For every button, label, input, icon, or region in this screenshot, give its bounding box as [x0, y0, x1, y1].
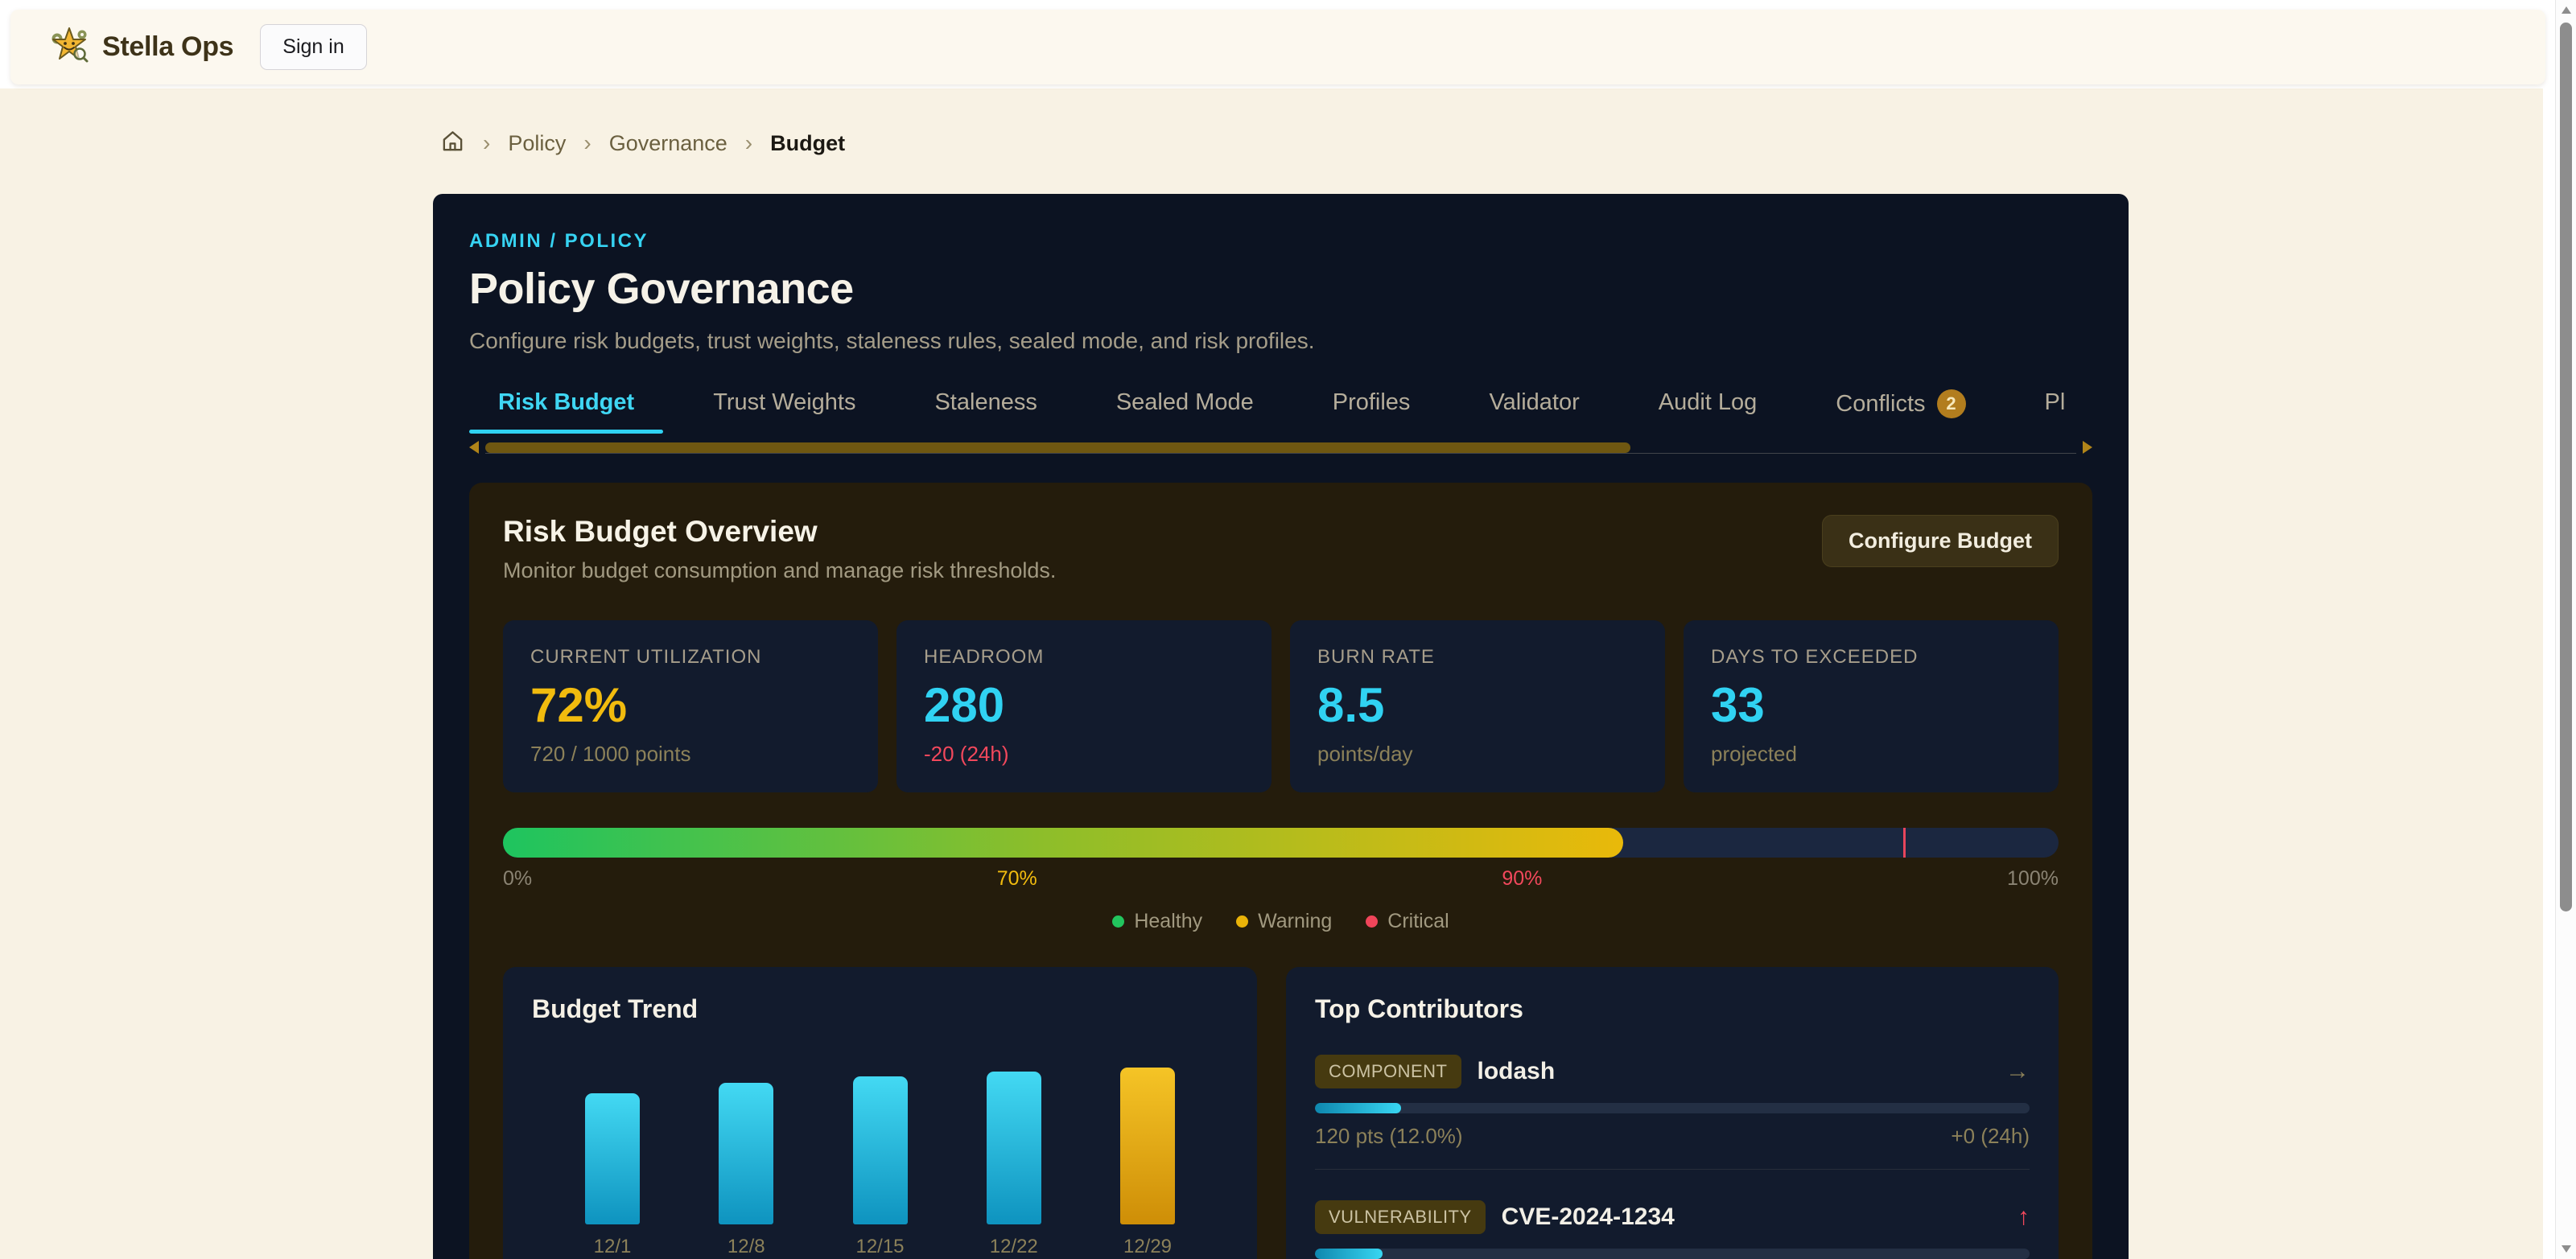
threshold-labels: 0% 70% 90% 100%	[503, 867, 2059, 891]
top-header: Stella Ops Sign in	[10, 10, 2545, 84]
breadcrumb: › Policy › Governance › Budget	[440, 129, 845, 158]
trend-bar-group	[824, 1068, 937, 1224]
critical-threshold-marker	[1902, 828, 1906, 858]
trend-bar	[852, 1076, 908, 1224]
tab-staleness[interactable]: Staleness	[934, 389, 1037, 415]
brand-name: Stella Ops	[102, 31, 234, 62]
trend-bar-group	[556, 1068, 669, 1224]
trend-bar-label: 12/8	[727, 1236, 765, 1257]
breadcrumb-current-budget: Budget	[770, 130, 846, 155]
breadcrumb-separator: ›	[744, 130, 753, 155]
page-title: Policy Governance	[469, 265, 854, 313]
home-icon[interactable]	[440, 129, 465, 158]
contribution-change: +0 (24h)	[1951, 1124, 2030, 1148]
type-badge: COMPONENT	[1315, 1055, 1461, 1088]
breadcrumb-separator: ›	[583, 130, 591, 155]
admin-policy-eyebrow: ADMIN / POLICY	[469, 230, 649, 252]
critical-dot-icon	[1366, 915, 1379, 928]
contribution-bar	[1315, 1103, 2030, 1113]
tab-clipped[interactable]: Pl	[2044, 389, 2066, 415]
legend-critical: Critical	[1366, 910, 1449, 933]
tab-audit-log[interactable]: Audit Log	[1658, 389, 1758, 415]
utilization-fill	[503, 828, 1623, 858]
stat-current-utilization: CURRENT UTILIZATION 72% 720 / 1000 point…	[503, 620, 878, 792]
budget-trend-card: Budget Trend 12/1 12/8 12/15 12/22 12/29	[503, 967, 1257, 1259]
tab-strip-scrollbar	[469, 441, 2092, 454]
budget-trend-title: Budget Trend	[532, 994, 699, 1023]
threshold-0: 0%	[503, 867, 533, 890]
contribution-points: 120 pts (12.0%)	[1315, 1124, 1463, 1148]
trend-bar-label: 12/1	[593, 1236, 632, 1257]
budget-trend-x-labels: 12/1 12/8 12/15 12/22 12/29	[532, 1236, 1228, 1258]
status-legend: Healthy Warning Critical	[503, 910, 2059, 933]
trend-up-icon: ↑	[2018, 1203, 2030, 1230]
healthy-dot-icon	[1112, 915, 1125, 928]
brand[interactable]: Stella Ops	[48, 24, 234, 70]
trend-bar-group	[690, 1068, 802, 1224]
scroll-up-arrow-icon[interactable]	[2562, 6, 2571, 14]
sign-in-button[interactable]: Sign in	[260, 24, 367, 70]
trend-bar	[585, 1093, 640, 1224]
stat-days-to-exceeded: DAYS TO EXCEEDED 33 projected	[1684, 620, 2059, 792]
vertical-scrollbar[interactable]	[2555, 0, 2576, 1259]
type-badge: VULNERABILITY	[1315, 1200, 1486, 1234]
policy-governance-panel: ADMIN / POLICY Policy Governance Configu…	[433, 194, 2129, 1259]
trend-bar	[719, 1083, 774, 1224]
trend-bar-group	[958, 1068, 1070, 1224]
trend-flat-icon: →	[2005, 1058, 2030, 1084]
configure-budget-button[interactable]: Configure Budget	[1822, 515, 2059, 567]
contributor-name: lodash	[1477, 1058, 1556, 1084]
trend-bar-label: 12/22	[989, 1236, 1038, 1257]
breadcrumb-link-policy[interactable]: Policy	[508, 130, 567, 155]
page-subtitle: Configure risk budgets, trust weights, s…	[469, 328, 1315, 353]
budget-utilization-bar	[503, 828, 2059, 858]
legend-healthy: Healthy	[1112, 910, 1202, 933]
breadcrumb-link-governance[interactable]: Governance	[608, 130, 727, 155]
stat-card-row: CURRENT UTILIZATION 72% 720 / 1000 point…	[503, 620, 2059, 792]
divider	[1315, 1169, 2030, 1170]
tab-scroll-left-arrow-icon[interactable]	[469, 441, 479, 454]
tab-scroll-right-arrow-icon[interactable]	[2083, 441, 2092, 454]
contributor-row-lodash[interactable]: COMPONENT lodash → 120 pts (12.0%) +0 (2…	[1315, 1055, 2030, 1170]
contribution-bar	[1315, 1249, 2030, 1259]
stella-ops-logo-icon	[48, 24, 90, 70]
tab-conflicts[interactable]: Conflicts 2	[1807, 389, 1994, 436]
trend-bar	[1120, 1068, 1175, 1224]
contributor-row-cve[interactable]: VULNERABILITY CVE-2024-1234 ↑ 95 pts (9.…	[1315, 1200, 2030, 1259]
threshold-100: 100%	[2007, 867, 2059, 890]
stat-burn-rate: BURN RATE 8.5 points/day	[1290, 620, 1665, 792]
tab-risk-budget[interactable]: Risk Budget	[469, 389, 664, 434]
contributor-name: CVE-2024-1234	[1501, 1203, 1675, 1230]
overview-subtitle: Monitor budget consumption and manage ri…	[503, 558, 1057, 582]
warning-dot-icon	[1236, 915, 1249, 928]
stat-headroom: HEADROOM 280 -20 (24h)	[896, 620, 1272, 792]
tab-scrollbar-track[interactable]	[485, 442, 2076, 454]
trend-bar-label: 12/15	[855, 1236, 905, 1257]
tab-sealed-mode[interactable]: Sealed Mode	[1115, 389, 1254, 415]
top-contributors-card: Top Contributors COMPONENT lodash → 120 …	[1286, 967, 2059, 1259]
trend-bar	[986, 1072, 1041, 1224]
breadcrumb-separator: ›	[483, 130, 491, 155]
tab-trust-weights[interactable]: Trust Weights	[713, 389, 856, 415]
top-contributors-title: Top Contributors	[1315, 994, 1523, 1023]
tab-profiles[interactable]: Profiles	[1332, 389, 1411, 415]
conflicts-count-badge: 2	[1936, 389, 1966, 418]
risk-budget-overview-card: Risk Budget Overview Monitor budget cons…	[469, 483, 2092, 1259]
trend-bar-group	[1091, 1068, 1204, 1224]
vertical-scrollbar-thumb[interactable]	[2560, 23, 2572, 911]
trend-bar-label: 12/29	[1123, 1236, 1173, 1257]
tab-bar: Risk Budget Trust Weights Staleness Seal…	[469, 389, 2092, 436]
tab-scrollbar-thumb[interactable]	[485, 442, 1631, 453]
threshold-70: 70%	[996, 867, 1037, 890]
legend-warning: Warning	[1236, 910, 1332, 933]
threshold-90: 90%	[1502, 867, 1543, 890]
overview-title: Risk Budget Overview	[503, 515, 818, 548]
scroll-down-arrow-icon[interactable]	[2562, 1245, 2571, 1253]
tab-validator[interactable]: Validator	[1489, 389, 1580, 415]
budget-trend-chart	[532, 1068, 1228, 1224]
